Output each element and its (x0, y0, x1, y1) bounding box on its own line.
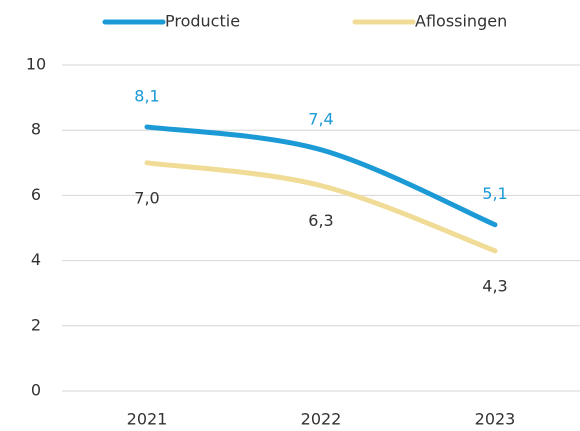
legend-label: Productie (165, 12, 240, 31)
data-label: 7,0 (134, 188, 159, 207)
data-label: 4,3 (482, 276, 507, 295)
x-tick-label: 2023 (475, 410, 516, 429)
legend-label: Aflossingen (415, 12, 507, 31)
y-tick-label: 10 (26, 55, 46, 74)
y-tick-label: 2 (31, 315, 41, 334)
y-tick-label: 8 (31, 120, 41, 139)
x-tick-label: 2021 (127, 410, 168, 429)
data-label: 6,3 (308, 211, 333, 230)
x-tick-label: 2022 (301, 410, 342, 429)
series-line (144, 124, 498, 228)
series-line (144, 160, 498, 254)
data-label: 8,1 (134, 86, 159, 105)
y-tick-label: 4 (31, 250, 41, 269)
y-tick-label: 0 (31, 381, 41, 400)
data-label: 7,4 (308, 109, 333, 128)
data-label: 5,1 (482, 184, 507, 203)
y-tick-label: 6 (31, 185, 41, 204)
